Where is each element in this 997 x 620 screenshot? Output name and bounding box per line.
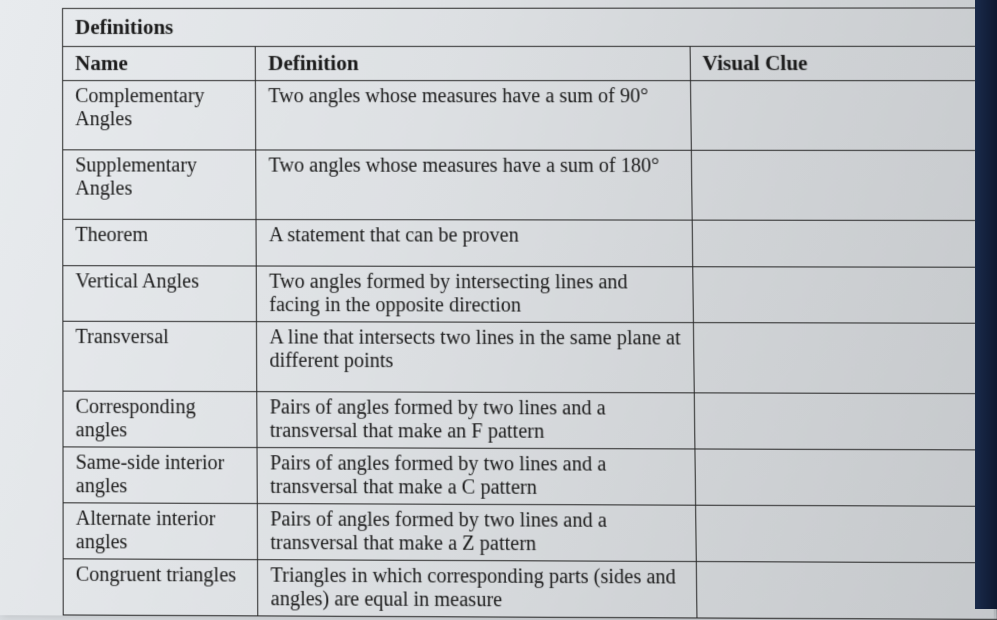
table-row: Vertical Angles Two angles formed by int…	[63, 266, 992, 324]
cell-definition: A statement that can be proven	[256, 220, 692, 267]
cell-definition: Pairs of angles formed by two lines and …	[257, 392, 694, 449]
table-row: Same-side interior angles Pairs of angle…	[63, 447, 995, 506]
table-row: Complementary Angles Two angles whose me…	[63, 81, 989, 151]
cell-definition: Two angles formed by intersecting lines …	[256, 266, 692, 323]
table-row: Supplementary Angles Two angles whose me…	[63, 150, 990, 221]
cell-definition: Pairs of angles formed by two lines and …	[258, 504, 696, 562]
table-row: Alternate interior angles Pairs of angle…	[63, 503, 996, 563]
cell-name: Same-side interior angles	[63, 447, 258, 504]
cell-definition: Pairs of angles formed by two lines and …	[257, 448, 695, 506]
cell-name: Alternate interior angles	[63, 503, 258, 560]
section-header-row: Definitions	[63, 8, 988, 47]
definitions-table: Definitions Name Definition Visual Clue …	[62, 7, 997, 619]
cell-definition: Triangles in which corresponding parts (…	[258, 560, 697, 618]
section-title: Definitions	[63, 8, 988, 47]
cell-definition: Two angles whose measures have a sum of …	[256, 81, 691, 151]
cell-definition: A line that intersects two lines in the …	[257, 322, 694, 393]
cell-definition: Two angles whose measures have a sum of …	[256, 150, 692, 220]
header-visual-clue: Visual Clue	[690, 46, 988, 80]
cell-name: Transversal	[63, 321, 257, 391]
cell-visual	[695, 505, 996, 563]
cell-name: Congruent triangles	[63, 559, 258, 616]
cell-visual	[691, 150, 990, 220]
cell-visual	[692, 267, 992, 324]
table-row: Corresponding angles Pairs of angles for…	[63, 391, 994, 450]
table-row: Theorem A statement that can be proven	[63, 219, 991, 267]
cell-visual	[692, 220, 991, 267]
cell-visual	[690, 81, 989, 151]
cell-visual	[694, 393, 994, 450]
cell-visual	[693, 323, 993, 394]
cell-name: Corresponding angles	[63, 391, 257, 447]
cell-visual	[696, 562, 997, 620]
paper-sheet: Definitions Name Definition Visual Clue …	[0, 0, 994, 620]
binder-edge	[975, 0, 997, 609]
cell-name: Theorem	[63, 219, 257, 266]
table-row: Transversal A line that intersects two l…	[63, 321, 993, 393]
header-name: Name	[63, 46, 256, 80]
table-row: Congruent triangles Triangles in which c…	[63, 559, 997, 620]
column-header-row: Name Definition Visual Clue	[63, 46, 988, 80]
header-definition: Definition	[255, 46, 690, 80]
cell-name: Complementary Angles	[63, 81, 256, 150]
cell-name: Supplementary Angles	[63, 150, 257, 220]
cell-name: Vertical Angles	[63, 266, 257, 322]
cell-visual	[694, 449, 995, 506]
